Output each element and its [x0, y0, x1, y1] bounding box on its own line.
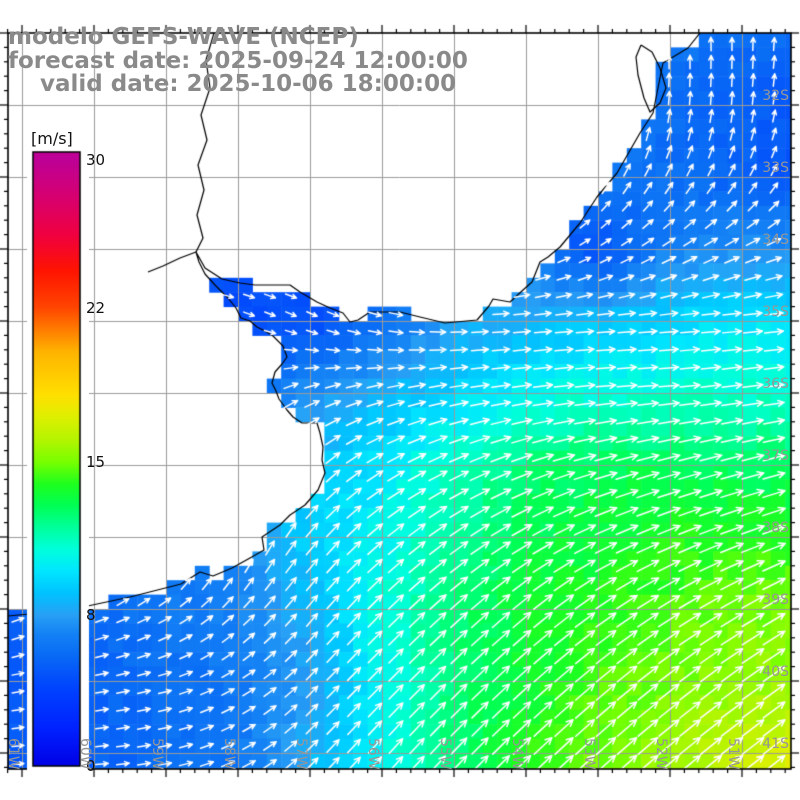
longitude-label: 61W — [5, 738, 21, 770]
latitude-label: 38S — [762, 520, 789, 536]
latitude-label: 40S — [762, 664, 789, 680]
longitude-label: 52W — [653, 738, 669, 770]
longitude-label: 51W — [725, 738, 741, 770]
colorbar-tick-label: 0 — [86, 757, 96, 775]
longitude-label: 54W — [509, 738, 525, 770]
colorbar-unit-label: [m/s] — [31, 129, 73, 148]
longitude-label: 55W — [437, 738, 453, 770]
latitude-label: 37S — [762, 448, 789, 464]
forecast-date-line: forecast date: 2025-09-24 12:00:00 — [8, 47, 468, 74]
colorbar-tick-label: 8 — [86, 605, 96, 624]
latitude-label: 35S — [762, 304, 789, 320]
latitude-label: 33S — [762, 160, 789, 176]
longitude-label: 57W — [293, 738, 309, 770]
longitude-label: 56W — [365, 738, 381, 770]
longitude-label: 58W — [221, 738, 237, 770]
valid-date-line: valid date: 2025-10-06 18:00:00 — [40, 71, 457, 97]
colorbar-tick-label: 30 — [86, 150, 106, 169]
title-block: modelo GEFS-WAVE (NCEP) forecast date: 2… — [8, 24, 468, 97]
latitude-label: 36S — [762, 376, 789, 392]
model-title: modelo GEFS-WAVE (NCEP) — [8, 24, 359, 50]
latitude-label: 41S — [762, 736, 789, 752]
colorbar-tick-label: 22 — [86, 298, 106, 317]
latitude-label: 32S — [762, 88, 789, 104]
longitude-label: 53W — [581, 738, 597, 770]
longitude-label: 59W — [149, 738, 165, 770]
latitude-label: 39S — [762, 592, 789, 608]
latitude-label: 34S — [762, 232, 789, 248]
longitude-label: 60W — [77, 738, 93, 770]
colorbar-tick-label: 15 — [86, 453, 106, 472]
